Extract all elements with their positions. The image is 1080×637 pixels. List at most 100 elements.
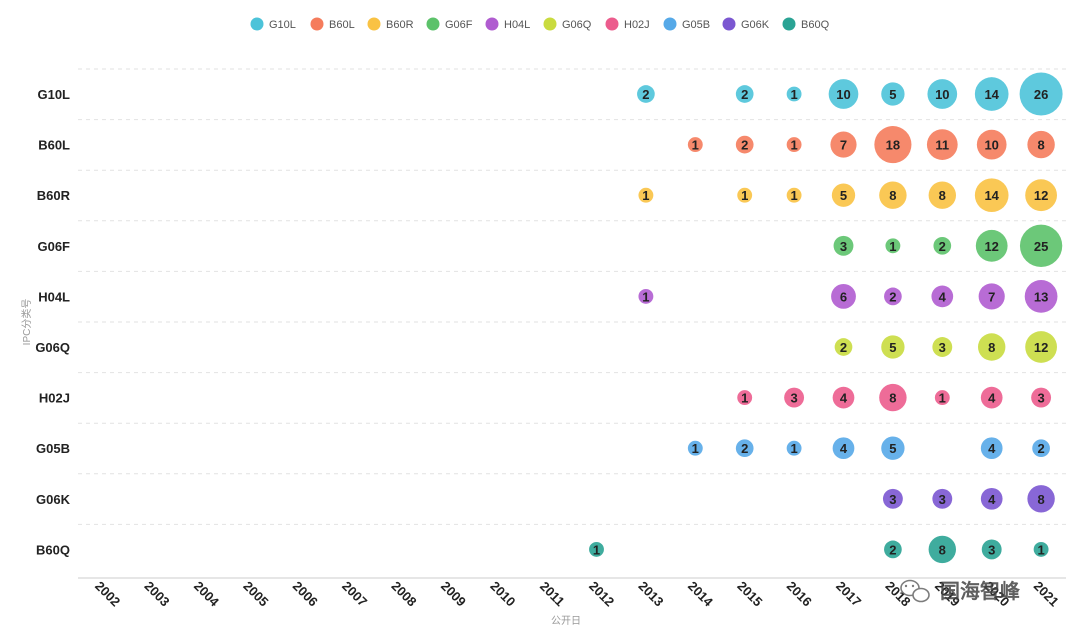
bubble-b60l-2014[interactable]: 1 bbox=[687, 137, 703, 153]
legend-label-b60q[interactable]: B60Q bbox=[801, 19, 830, 31]
bubble-g05b-2018[interactable]: 5 bbox=[881, 436, 905, 460]
bubble-g06q-2019[interactable]: 3 bbox=[932, 337, 953, 357]
bubble-h02j-2018[interactable]: 8 bbox=[879, 383, 907, 412]
bubble-b60l-2021[interactable]: 8 bbox=[1027, 130, 1055, 159]
bubble-g05b-2016[interactable]: 1 bbox=[786, 440, 802, 456]
bubble-value-label: 8 bbox=[889, 391, 896, 406]
bubble-g06q-2018[interactable]: 5 bbox=[881, 335, 905, 359]
legend-marker-b60l[interactable] bbox=[310, 17, 324, 31]
bubble-g06k-2019[interactable]: 3 bbox=[932, 488, 953, 509]
legend-label-g06f[interactable]: G06F bbox=[445, 19, 473, 31]
bubble-value-label: 3 bbox=[790, 391, 797, 406]
legend-marker-g06f[interactable] bbox=[426, 17, 440, 31]
bubble-value-label: 1 bbox=[642, 188, 649, 203]
legend-label-b60l[interactable]: B60L bbox=[329, 19, 355, 31]
bubble-h04l-2021[interactable]: 13 bbox=[1024, 280, 1058, 313]
legend-label-h02j[interactable]: H02J bbox=[624, 19, 650, 31]
bubble-g06f-2018[interactable]: 1 bbox=[885, 238, 901, 254]
bubble-b60q-2020[interactable]: 3 bbox=[981, 539, 1002, 560]
bubble-h02j-2020[interactable]: 4 bbox=[980, 386, 1003, 409]
bubble-circle bbox=[786, 440, 802, 456]
legend-marker-g06q[interactable] bbox=[543, 17, 557, 31]
bubble-circle bbox=[974, 77, 1009, 111]
bubble-h02j-2016[interactable]: 3 bbox=[784, 387, 805, 408]
bubble-g06q-2020[interactable]: 8 bbox=[977, 333, 1006, 361]
bubble-b60r-2019[interactable]: 8 bbox=[928, 181, 957, 209]
bubble-b60l-2016[interactable]: 1 bbox=[786, 137, 802, 153]
bubble-g06q-2017[interactable]: 2 bbox=[834, 338, 853, 356]
bubble-g06f-2021[interactable]: 25 bbox=[1019, 224, 1063, 267]
bubble-b60r-2016[interactable]: 1 bbox=[786, 187, 802, 203]
bubble-value-label: 1 bbox=[741, 391, 748, 406]
bubble-b60r-2013[interactable]: 1 bbox=[638, 187, 654, 203]
bubble-g06k-2020[interactable]: 4 bbox=[980, 487, 1003, 510]
bubble-b60l-2019[interactable]: 11 bbox=[926, 129, 958, 160]
bubble-h04l-2017[interactable]: 6 bbox=[831, 283, 856, 309]
bubble-g05b-2017[interactable]: 4 bbox=[832, 437, 855, 460]
bubble-value-label: 3 bbox=[1037, 391, 1044, 406]
bubble-g10l-2020[interactable]: 14 bbox=[974, 77, 1009, 111]
legend-label-g06q[interactable]: G06Q bbox=[562, 19, 592, 31]
legend-marker-g10l[interactable] bbox=[250, 17, 264, 31]
legend-marker-b60r[interactable] bbox=[367, 17, 381, 31]
bubble-b60q-2018[interactable]: 2 bbox=[884, 540, 902, 559]
bubble-g06k-2018[interactable]: 3 bbox=[882, 488, 903, 509]
bubble-h04l-2013[interactable]: 1 bbox=[638, 288, 654, 304]
x-tick-label: 2004 bbox=[191, 578, 223, 610]
bubble-value-label: 2 bbox=[840, 340, 847, 355]
legend-marker-b60q[interactable] bbox=[782, 17, 796, 31]
bubble-h02j-2019[interactable]: 1 bbox=[934, 390, 950, 406]
bubble-b60r-2018[interactable]: 8 bbox=[879, 181, 907, 209]
bubble-g10l-2017[interactable]: 10 bbox=[828, 79, 859, 109]
bubble-value-label: 5 bbox=[889, 340, 896, 355]
bubble-g06q-2021[interactable]: 12 bbox=[1025, 331, 1057, 363]
bubble-g10l-2021[interactable]: 26 bbox=[1019, 72, 1063, 116]
bubble-h04l-2018[interactable]: 2 bbox=[884, 287, 902, 306]
bubble-b60l-2018[interactable]: 18 bbox=[874, 126, 912, 164]
bubble-g05b-2021[interactable]: 2 bbox=[1032, 439, 1050, 458]
legend-label-h04l[interactable]: H04L bbox=[504, 19, 530, 31]
bubble-h04l-2019[interactable]: 4 bbox=[931, 285, 954, 308]
bubble-b60l-2020[interactable]: 10 bbox=[976, 129, 1007, 160]
legend-label-b60r[interactable]: B60R bbox=[386, 19, 414, 31]
bubble-b60q-2012[interactable]: 1 bbox=[589, 541, 604, 557]
bubble-b60r-2017[interactable]: 5 bbox=[831, 183, 856, 207]
bubble-g10l-2018[interactable]: 5 bbox=[881, 82, 905, 106]
legend-marker-g06k[interactable] bbox=[722, 17, 736, 31]
bubble-value-label: 1 bbox=[790, 87, 797, 102]
bubble-circle bbox=[687, 137, 703, 153]
bubble-b60r-2020[interactable]: 14 bbox=[974, 178, 1009, 213]
watermark: 国海智峰 bbox=[900, 579, 1020, 603]
bubble-circle bbox=[637, 85, 655, 103]
bubble-b60l-2017[interactable]: 7 bbox=[830, 131, 857, 158]
legend-label-g06k[interactable]: G06K bbox=[741, 19, 770, 31]
legend-marker-h02j[interactable] bbox=[605, 17, 619, 31]
bubble-b60r-2015[interactable]: 1 bbox=[737, 187, 753, 203]
bubble-h02j-2021[interactable]: 3 bbox=[1031, 387, 1052, 408]
legend-label-g05b[interactable]: G05B bbox=[682, 19, 710, 31]
bubble-h04l-2020[interactable]: 7 bbox=[978, 283, 1005, 310]
bubble-value-label: 1 bbox=[790, 138, 797, 153]
bubble-g06f-2017[interactable]: 3 bbox=[833, 235, 854, 256]
bubble-g05b-2015[interactable]: 2 bbox=[735, 439, 754, 458]
bubble-g10l-2019[interactable]: 10 bbox=[927, 79, 958, 109]
bubble-h02j-2017[interactable]: 4 bbox=[832, 386, 855, 409]
bubble-b60r-2021[interactable]: 12 bbox=[1025, 179, 1057, 212]
legend-marker-g05b[interactable] bbox=[663, 17, 677, 31]
bubble-h02j-2015[interactable]: 1 bbox=[737, 390, 753, 406]
bubble-g10l-2013[interactable]: 2 bbox=[637, 85, 655, 103]
bubble-g05b-2014[interactable]: 1 bbox=[687, 440, 703, 456]
bubble-g05b-2020[interactable]: 4 bbox=[980, 437, 1003, 460]
bubble-value-label: 2 bbox=[741, 87, 748, 102]
legend-marker-h04l[interactable] bbox=[485, 17, 499, 31]
bubble-b60q-2019[interactable]: 8 bbox=[928, 535, 957, 564]
bubble-b60l-2015[interactable]: 2 bbox=[735, 135, 754, 154]
bubble-g06k-2021[interactable]: 8 bbox=[1027, 485, 1055, 513]
bubble-g06f-2019[interactable]: 2 bbox=[933, 236, 952, 255]
x-tick-label: 2003 bbox=[142, 578, 173, 609]
legend-label-g10l[interactable]: G10L bbox=[269, 19, 296, 31]
bubble-g10l-2015[interactable]: 2 bbox=[735, 85, 754, 103]
bubble-b60q-2021[interactable]: 1 bbox=[1033, 541, 1049, 557]
bubble-g06f-2020[interactable]: 12 bbox=[975, 229, 1008, 262]
bubble-g10l-2016[interactable]: 1 bbox=[786, 86, 802, 102]
